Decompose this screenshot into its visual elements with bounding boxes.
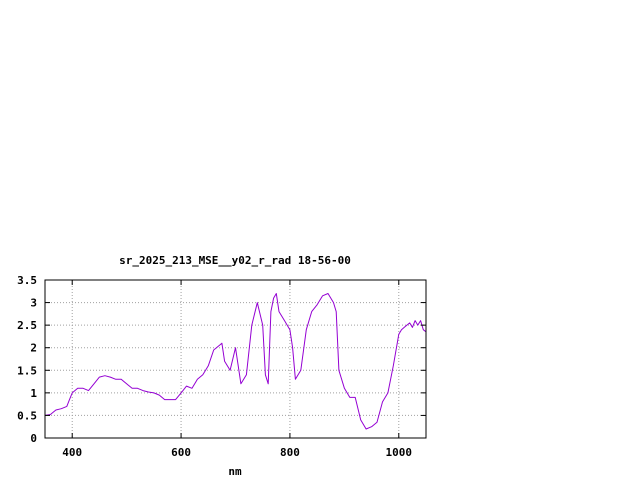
y-tick-label: 1: [30, 387, 37, 400]
chart-title: sr_2025_213_MSE__y02_r_rad 18-56-00: [119, 254, 351, 267]
y-tick-label: 1.5: [17, 364, 37, 377]
ticks: 400 600 800 1000 0 0.5 1 1.5 2 2.5 3 3.5: [17, 274, 426, 459]
series-layer: [44, 293, 427, 430]
series-line: [44, 293, 427, 430]
grid: [45, 280, 426, 438]
x-tick-label: 1000: [386, 446, 413, 459]
y-tick-label: 2.5: [17, 319, 37, 332]
x-tick-label: 800: [280, 446, 300, 459]
y-tick-label: 0.5: [17, 409, 37, 422]
x-axis-label: nm: [228, 465, 242, 478]
y-tick-label: 0: [30, 432, 37, 445]
x-tick-label: 600: [171, 446, 191, 459]
x-tick-label: 400: [62, 446, 82, 459]
y-tick-label: 2: [30, 342, 37, 355]
plot-frame: [44, 279, 427, 439]
y-tick-label: 3.5: [17, 274, 37, 287]
y-tick-label: 3: [30, 297, 37, 310]
